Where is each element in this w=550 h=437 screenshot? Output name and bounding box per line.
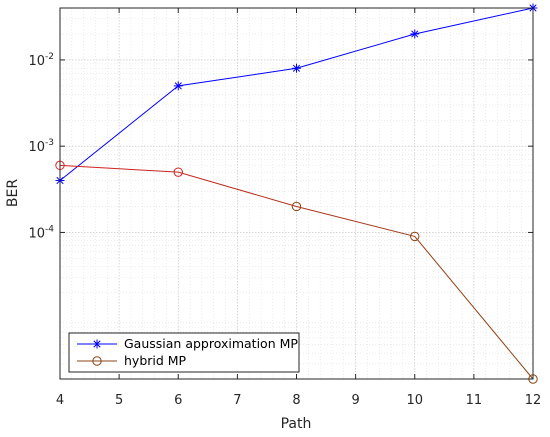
marker-hybrid [410,231,420,242]
x-tick-label: 6 [174,393,182,408]
y-axis-label: BER [5,179,21,207]
marker-gaussian [173,81,183,91]
legend-box [68,332,300,373]
marker-hybrid [291,201,302,212]
x-tick-label: 4 [56,393,64,408]
legend-marker-gaussian [92,339,102,349]
legend: Gaussian approximation MP hybrid MP [68,332,300,373]
marker-gaussian [410,29,420,39]
x-tick-label: 10 [406,393,423,408]
y-tick-label: 10-3 [28,138,54,155]
x-tick-label: 12 [525,393,542,408]
x-tick-label: 9 [351,393,359,408]
x-tick-label: 7 [233,393,241,408]
y-tick-label: 10-2 [28,52,54,69]
x-tick-label: 8 [292,393,300,408]
legend-label-gaussian: Gaussian approximation MP [124,336,298,351]
legend-marker-hybrid [92,356,102,366]
x-tick-labels: 4 5 6 7 8 9 10 11 12 [56,8,541,408]
legend-label-hybrid: hybrid MP [124,353,187,368]
series-line-hybrid [59,164,534,380]
y-tick-labels: 10-2 10-3 10-4 [28,52,533,241]
series-layer [55,3,538,384]
marker-hybrid [173,167,183,177]
y-tick-label: 10-4 [28,224,54,241]
marker-gaussian [292,63,301,73]
x-tick-label: 11 [466,393,483,408]
x-tick-label: 5 [115,393,123,408]
x-axis-label: Path [281,416,312,432]
